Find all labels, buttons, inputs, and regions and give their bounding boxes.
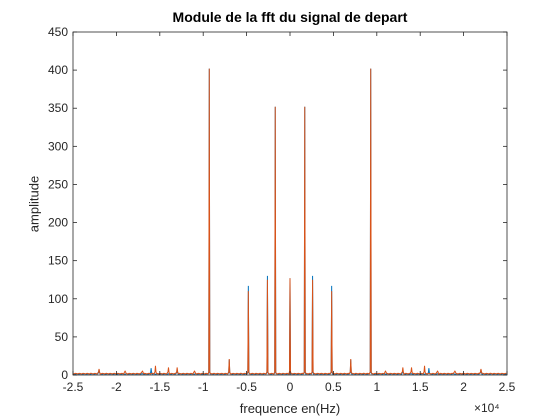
y-tick-label: 100 — [48, 292, 68, 306]
x-tick-label: 2.5 — [499, 380, 516, 394]
y-tick-label: 400 — [48, 63, 68, 77]
y-tick-label: 350 — [48, 101, 68, 115]
x-tick-label: 0.5 — [325, 380, 342, 394]
y-tick-label: 250 — [48, 177, 68, 191]
x-tick-label: -1.5 — [149, 380, 170, 394]
x-axis-exponent: ×10⁴ — [474, 401, 500, 415]
x-tick-label: -2.5 — [63, 380, 84, 394]
x-tick-label: 1 — [373, 380, 380, 394]
x-tick-label: 2 — [460, 380, 467, 394]
y-tick-label: 200 — [48, 216, 68, 230]
x-tick-label: 0 — [287, 380, 294, 394]
x-tick-label: -2 — [111, 380, 122, 394]
y-tick-label: 450 — [48, 25, 68, 39]
y-tick-label: 300 — [48, 139, 68, 153]
x-tick-label: -0.5 — [236, 380, 257, 394]
y-tick-label: 150 — [48, 254, 68, 268]
x-tick-label: -1 — [198, 380, 209, 394]
x-axis-label: frequence en(Hz) — [73, 401, 507, 416]
x-tick-label: 1.5 — [412, 380, 429, 394]
y-axis-label: amplitude — [27, 176, 42, 232]
y-tick-label: 0 — [61, 368, 68, 382]
y-tick-label: 50 — [55, 330, 69, 344]
